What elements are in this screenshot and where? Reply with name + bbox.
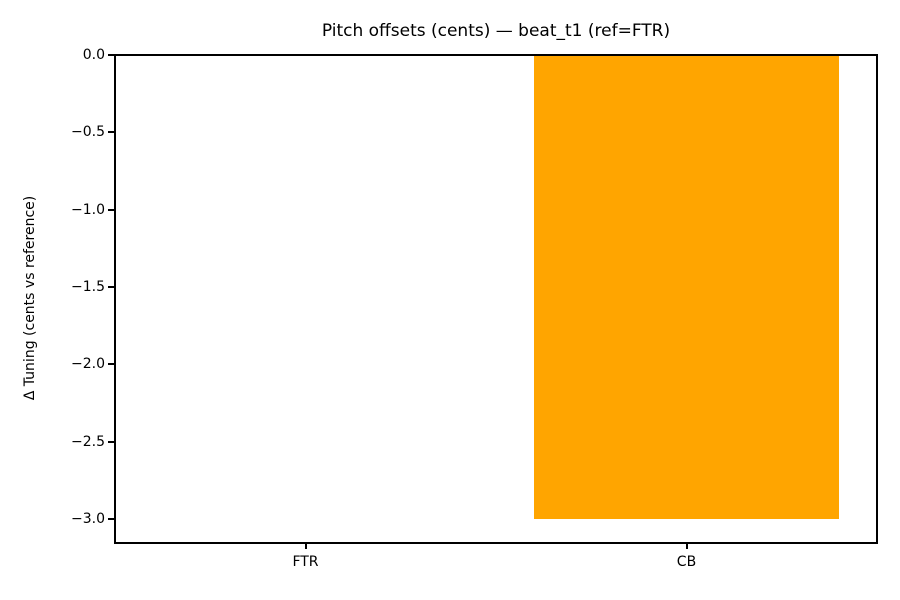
chart-title: Pitch offsets (cents) — beat_t1 (ref=FTR… xyxy=(321,21,671,41)
y-tick-label: −1.0 xyxy=(71,201,105,218)
y-tick-label: 0.0 xyxy=(82,47,105,63)
x-tick-label-FTR: FTR xyxy=(292,554,319,570)
y-tick-label: −2.0 xyxy=(71,356,105,373)
y-tick-label: −1.5 xyxy=(71,278,105,295)
y-tick-label: −0.5 xyxy=(71,124,105,141)
y-tick-mark xyxy=(108,363,114,366)
top-spine xyxy=(114,54,878,56)
y-tick-mark xyxy=(108,440,114,443)
bottom-spine xyxy=(114,542,878,544)
left-spine xyxy=(114,54,116,544)
y-tick-mark xyxy=(108,208,114,211)
y-tick-mark xyxy=(108,131,114,134)
x-tick-label-CB: CB xyxy=(676,554,697,570)
y-tick-mark xyxy=(108,285,114,288)
right-spine xyxy=(876,54,878,544)
x-tick-mark xyxy=(685,544,688,549)
y-tick-label: −2.5 xyxy=(71,433,105,450)
plot-area xyxy=(115,55,877,542)
y-tick-mark xyxy=(108,517,114,520)
y-tick-mark xyxy=(108,54,114,56)
x-tick-mark xyxy=(304,544,307,549)
y-tick-label: −3.0 xyxy=(71,510,105,527)
